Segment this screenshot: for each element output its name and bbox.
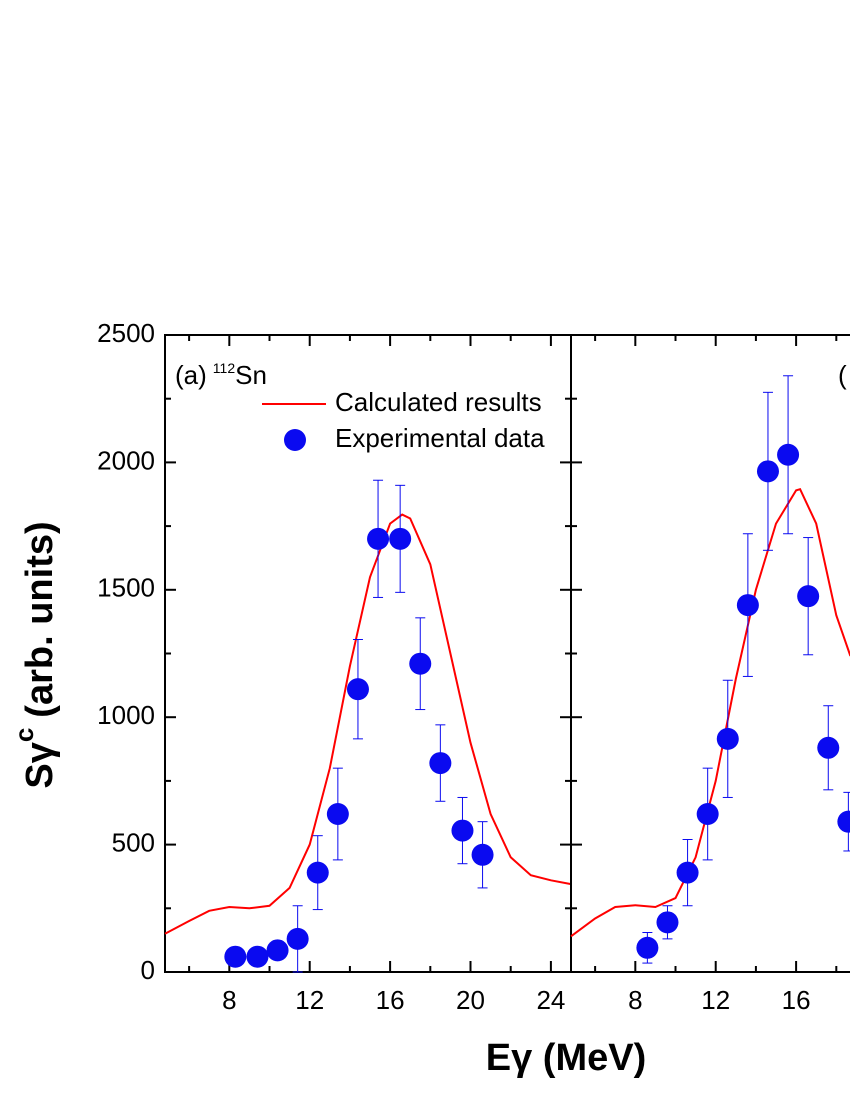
panel-annotation: (a) 112Sn [175, 360, 267, 390]
calc-line [164, 513, 572, 935]
panel-annotation: ( [838, 360, 847, 390]
x-tick-label: 24 [536, 985, 565, 1015]
y-label-main: Sγ [19, 742, 61, 788]
x-tick-label: 8 [628, 985, 642, 1015]
data-point [696, 803, 719, 826]
data-point [429, 752, 452, 775]
data-point [451, 819, 474, 842]
legend-marker [284, 429, 306, 451]
y-tick-label: 2000 [97, 445, 155, 475]
data-point [286, 927, 309, 950]
panel: 8 12 16 ( [570, 334, 850, 1015]
data-point [266, 939, 289, 962]
legend-label: Calculated results [335, 387, 542, 417]
data-point [837, 810, 850, 833]
data-point [676, 861, 699, 884]
annotation-element: Sn [235, 360, 267, 390]
data-point [636, 936, 659, 959]
data-point [797, 585, 820, 608]
data-point [756, 460, 779, 483]
y-label-rest: (arb. units) [19, 521, 61, 717]
panel: 8 12 16 20 24 0 500 1000 1500 2000 2500 (a) 112Sn Cal… [97, 318, 572, 1015]
x-tick-label: 20 [456, 985, 485, 1015]
data-point [736, 594, 759, 617]
data-point [817, 736, 840, 759]
data-point [224, 945, 247, 968]
y-axis-label: Sγc (arb. units) [9, 521, 61, 788]
data-point [246, 945, 269, 968]
x-tick-label: 12 [701, 985, 730, 1015]
x-axis-label: Eγ (MeV) [486, 1037, 646, 1079]
x-tick-label: 16 [376, 985, 405, 1015]
x-tick-label: 8 [222, 985, 236, 1015]
annotation-mass: 112 [213, 360, 236, 376]
y-tick-label: 500 [112, 827, 155, 857]
data-point [777, 443, 800, 466]
data-point [389, 527, 412, 550]
y-label-sup: c [9, 728, 39, 742]
data-point [306, 861, 329, 884]
y-tick-label: 1000 [97, 700, 155, 730]
x-tick-label: 16 [782, 985, 811, 1015]
annotation-prefix: (a) [175, 360, 207, 390]
data-point [346, 678, 369, 701]
data-point [716, 727, 739, 750]
data-point [409, 652, 432, 675]
data-point [471, 843, 494, 866]
y-tick-label: 1500 [97, 573, 155, 603]
annotation-prefix: ( [838, 360, 847, 390]
data-point [656, 911, 679, 934]
y-tick-label: 2500 [97, 318, 155, 348]
data-point [326, 803, 349, 826]
data-point [367, 527, 390, 550]
legend-label: Experimental data [335, 423, 545, 453]
y-tick-label: 0 [141, 955, 155, 985]
x-tick-label: 12 [295, 985, 324, 1015]
